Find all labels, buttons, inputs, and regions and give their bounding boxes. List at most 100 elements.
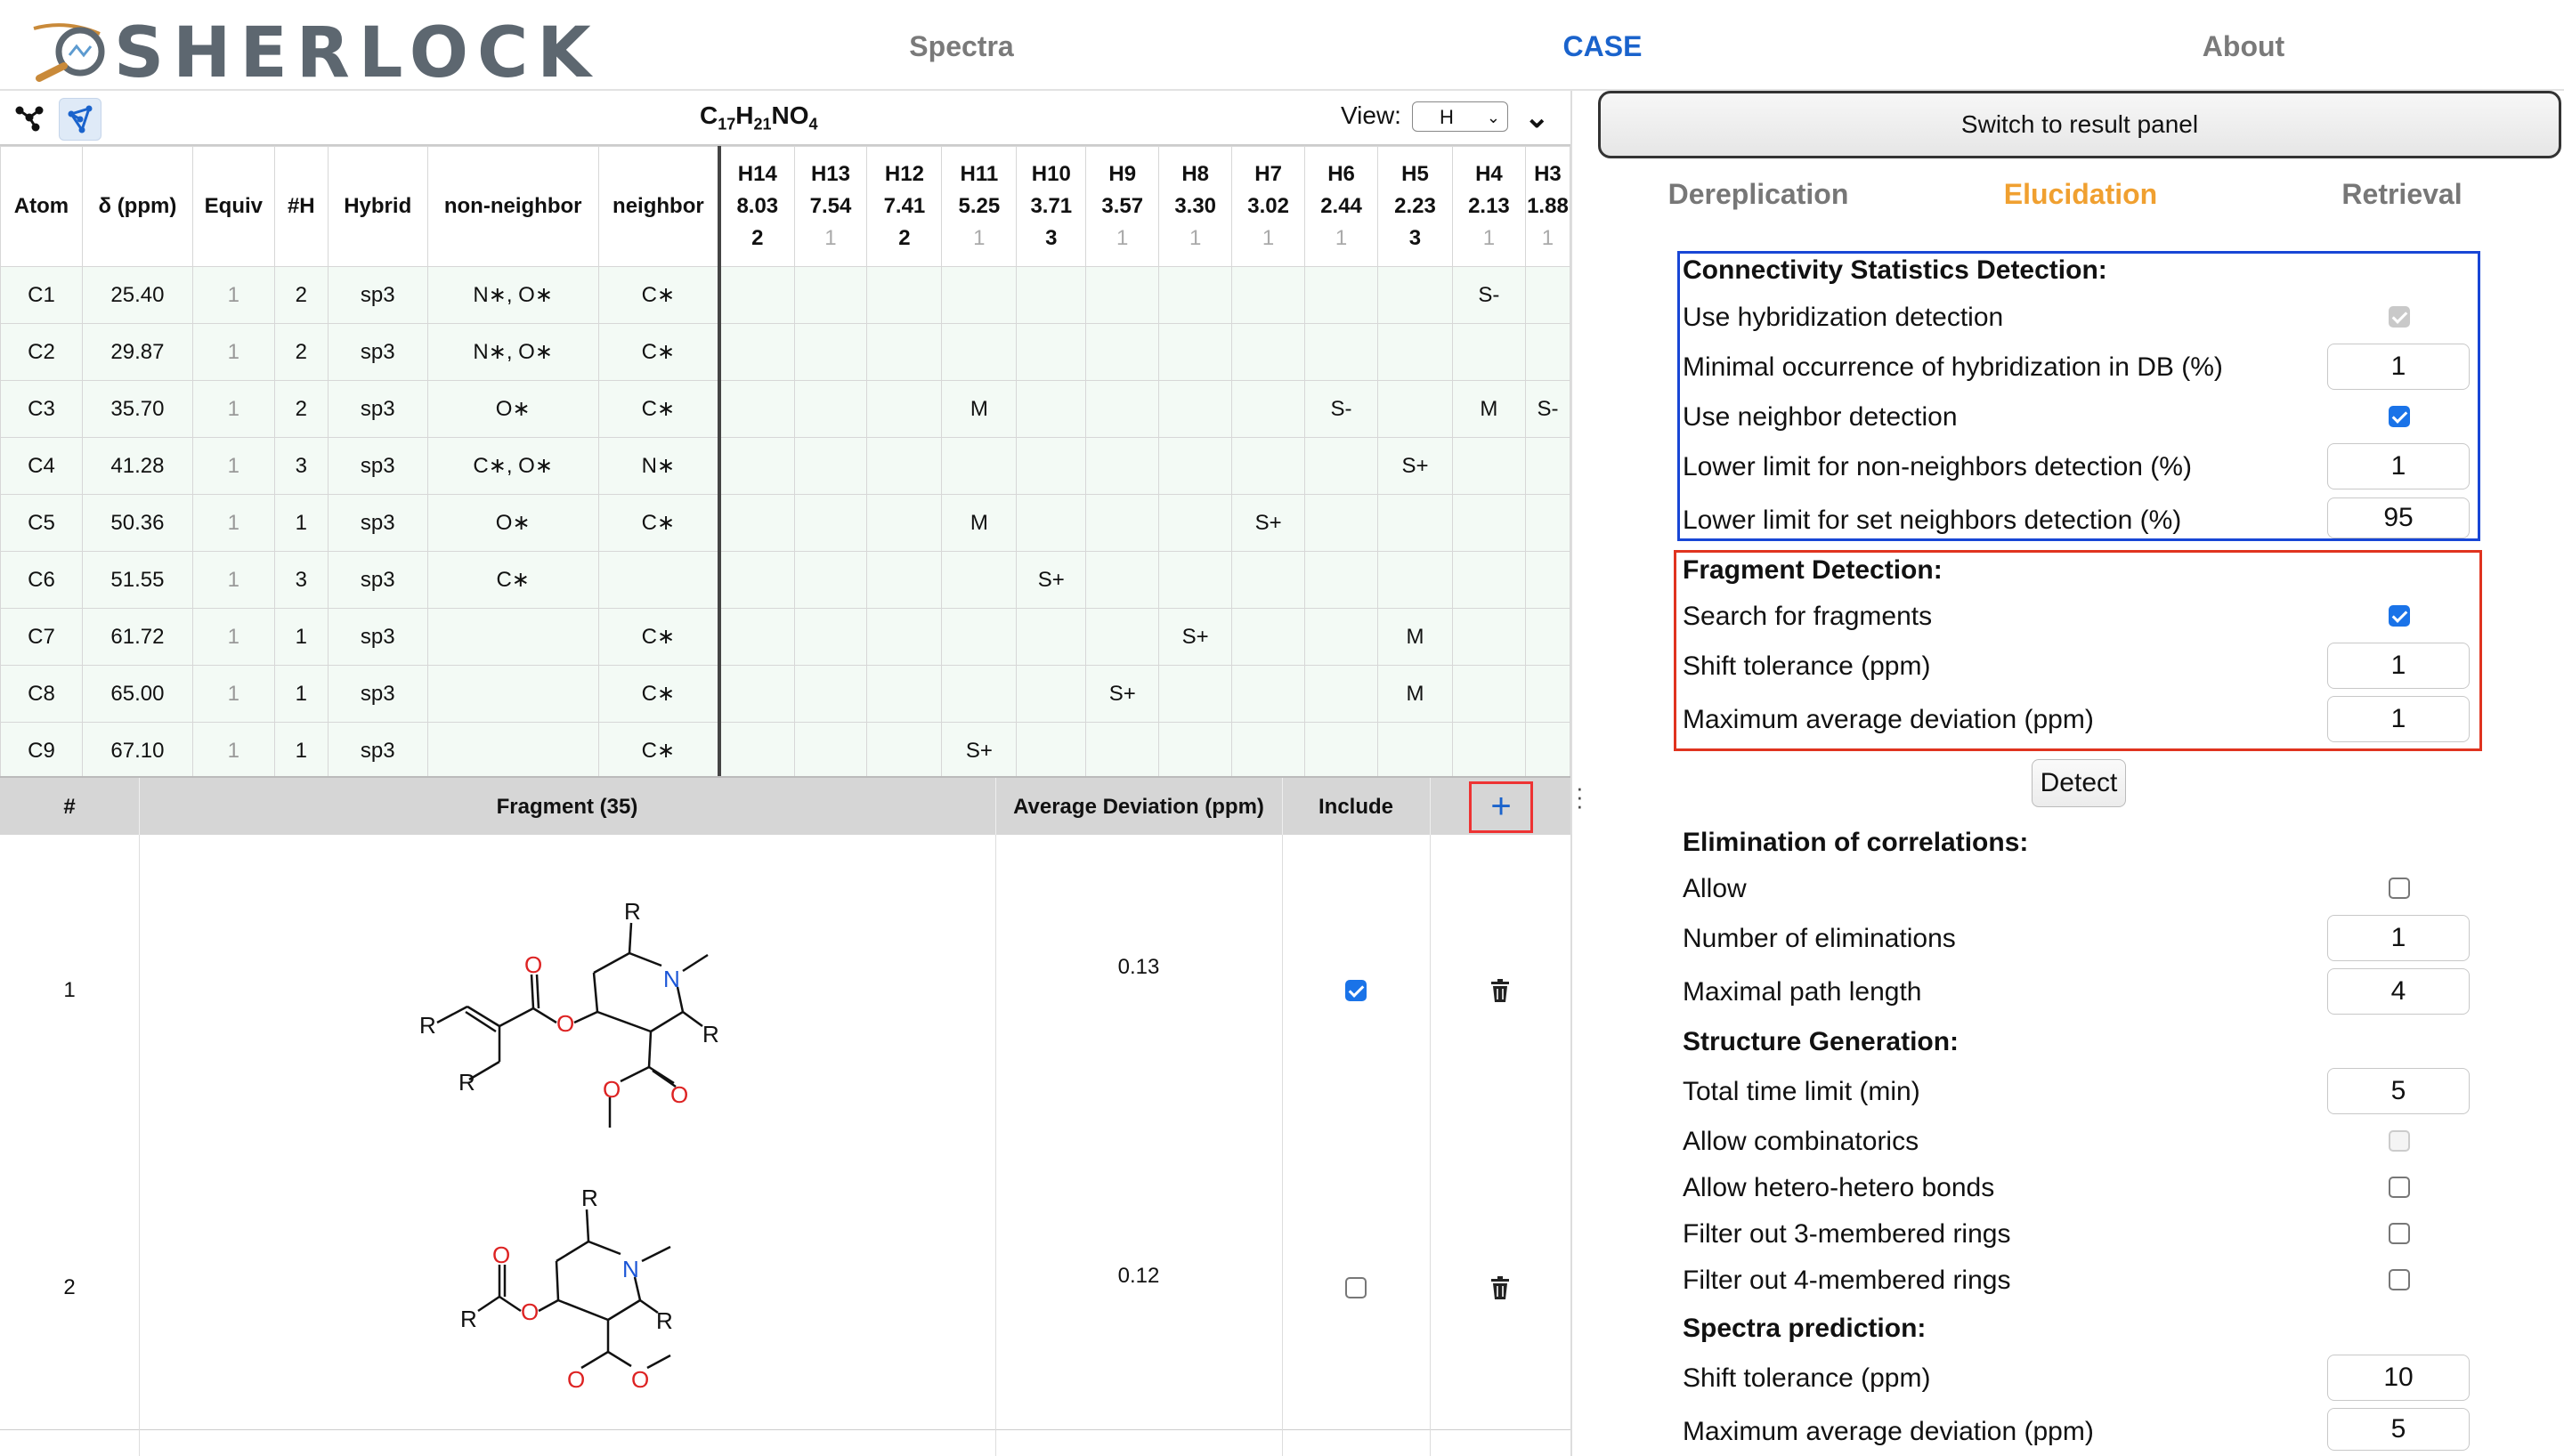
use-hybridization-checkbox[interactable] (2389, 306, 2410, 328)
correlation-cell[interactable] (1158, 437, 1233, 495)
correlation-cell[interactable]: M (1451, 380, 1526, 438)
hybrid-cell[interactable]: sp3 (327, 266, 428, 324)
col-h-atom[interactable]: H6 2.44 1 (1304, 146, 1379, 267)
correlation-cell[interactable] (718, 323, 795, 381)
correlation-cell[interactable] (793, 665, 868, 723)
pred-max-deviation-input[interactable]: 5 (2327, 1408, 2470, 1451)
col-h-atom[interactable]: H5 2.23 3 (1377, 146, 1453, 267)
correlation-cell[interactable] (1451, 608, 1526, 666)
correlation-cell[interactable]: M (1377, 608, 1453, 666)
correlation-cell[interactable] (1016, 323, 1087, 381)
frag-col-fragment[interactable]: Fragment (35) (496, 795, 638, 819)
correlation-cell[interactable] (793, 494, 868, 552)
correlation-cell[interactable] (1377, 722, 1453, 776)
correlation-cell[interactable]: S- (1304, 380, 1379, 438)
correlation-cell[interactable] (718, 665, 795, 723)
correlation-cell[interactable] (1524, 665, 1570, 723)
correlation-cell[interactable] (1524, 722, 1570, 776)
pred-shift-tolerance-input[interactable]: 10 (2327, 1355, 2470, 1401)
correlation-cell[interactable]: S- (1451, 266, 1526, 324)
lower-set-neighbors-input[interactable]: 95 (2327, 497, 2470, 538)
hybrid-cell[interactable]: sp3 (327, 323, 428, 381)
frag-shift-tolerance-input[interactable]: 1 (2327, 643, 2470, 689)
min-occurrence-input[interactable]: 1 (2327, 344, 2470, 390)
col-h-atom[interactable]: H11 5.25 1 (941, 146, 1018, 267)
drag-handle-icon[interactable]: · · · (1576, 774, 1584, 819)
col-shift[interactable]: δ (ppm) (81, 146, 193, 267)
col-h-atom[interactable]: H8 3.30 1 (1158, 146, 1233, 267)
correlation-cell[interactable] (1304, 437, 1379, 495)
correlation-cell[interactable] (1016, 494, 1087, 552)
correlation-cell[interactable] (866, 494, 943, 552)
correlation-cell[interactable] (1524, 551, 1570, 609)
correlation-cell[interactable] (793, 323, 868, 381)
col-nh[interactable]: #H (273, 146, 329, 267)
equiv-cell[interactable]: 1 (191, 323, 275, 381)
panel-splitter[interactable] (1570, 91, 1572, 1456)
correlation-cell[interactable] (718, 266, 795, 324)
correlation-cell[interactable] (1085, 551, 1160, 609)
correlation-cell[interactable] (1451, 665, 1526, 723)
correlation-cell[interactable]: S+ (1016, 551, 1087, 609)
correlation-cell[interactable] (793, 551, 868, 609)
correlation-cell[interactable] (866, 665, 943, 723)
equiv-cell[interactable]: 1 (191, 665, 275, 723)
correlation-cell[interactable] (1524, 437, 1570, 495)
correlation-cell[interactable] (1016, 266, 1087, 324)
correlation-cell[interactable] (1085, 323, 1160, 381)
trash-icon[interactable] (1489, 1276, 1511, 1299)
correlation-cell[interactable] (1231, 608, 1306, 666)
correlation-cell[interactable] (941, 437, 1018, 495)
correlation-cell[interactable] (1158, 323, 1233, 381)
filter-3-rings-checkbox[interactable] (2389, 1223, 2410, 1244)
correlation-cell[interactable] (1377, 551, 1453, 609)
col-hybrid[interactable]: Hybrid (327, 146, 428, 267)
correlation-cell[interactable] (1304, 494, 1379, 552)
add-fragment-button[interactable]: + (1469, 781, 1533, 833)
correlation-cell[interactable] (1304, 722, 1379, 776)
graph-icon[interactable] (9, 98, 50, 139)
correlation-cell[interactable] (1377, 380, 1453, 438)
correlation-cell[interactable] (866, 722, 943, 776)
nav-spectra[interactable]: Spectra (909, 30, 1014, 62)
correlation-cell[interactable] (1451, 494, 1526, 552)
correlation-cell[interactable] (1085, 494, 1160, 552)
correlation-cell[interactable] (718, 494, 795, 552)
correlation-cell[interactable]: S+ (941, 722, 1018, 776)
num-eliminations-input[interactable]: 1 (2327, 915, 2470, 961)
correlation-cell[interactable] (793, 437, 868, 495)
col-h-atom[interactable]: H14 8.03 2 (718, 146, 795, 267)
correlation-cell[interactable] (718, 437, 795, 495)
correlation-cell[interactable] (1231, 323, 1306, 381)
hetero-bonds-checkbox[interactable] (2389, 1177, 2410, 1198)
correlation-cell[interactable] (866, 323, 943, 381)
search-fragments-checkbox[interactable] (2389, 605, 2410, 627)
equiv-cell[interactable]: 1 (191, 551, 275, 609)
correlation-cell[interactable]: S+ (1377, 437, 1453, 495)
hybrid-cell[interactable]: sp3 (327, 722, 428, 776)
correlation-cell[interactable] (941, 323, 1018, 381)
max-path-length-input[interactable]: 4 (2327, 968, 2470, 1015)
correlation-cell[interactable] (1451, 722, 1526, 776)
correlation-cell[interactable] (1451, 323, 1526, 381)
equiv-cell[interactable]: 1 (191, 494, 275, 552)
correlation-cell[interactable] (1016, 437, 1087, 495)
correlation-cell[interactable] (1158, 494, 1233, 552)
correlation-cell[interactable] (1524, 608, 1570, 666)
correlation-cell[interactable] (718, 551, 795, 609)
correlation-cell[interactable] (1451, 437, 1526, 495)
hybrid-cell[interactable]: sp3 (327, 437, 428, 495)
correlation-cell[interactable]: M (941, 494, 1018, 552)
equiv-cell[interactable]: 1 (191, 266, 275, 324)
correlation-cell[interactable] (1231, 551, 1306, 609)
correlation-cell[interactable] (1524, 323, 1570, 381)
correlation-cell[interactable]: S+ (1085, 665, 1160, 723)
use-neighbor-checkbox[interactable] (2389, 406, 2410, 427)
nav-about[interactable]: About (2202, 30, 2285, 62)
chevron-down-icon[interactable]: ⌄ (1524, 101, 1550, 134)
correlation-cell[interactable] (793, 380, 868, 438)
hybrid-cell[interactable]: sp3 (327, 551, 428, 609)
nav-case[interactable]: CASE (1562, 30, 1643, 62)
correlation-cell[interactable] (941, 665, 1018, 723)
correlation-cell[interactable] (1231, 266, 1306, 324)
